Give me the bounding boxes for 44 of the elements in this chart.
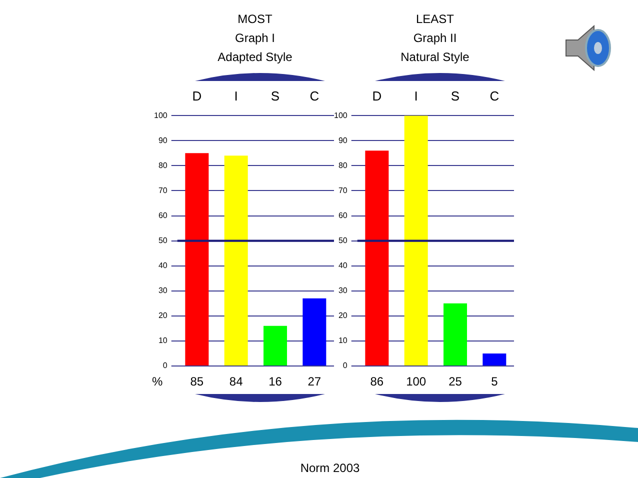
x-tick-label: C bbox=[490, 88, 500, 104]
data-label: 84 bbox=[229, 374, 244, 388]
x-tick-label: S bbox=[270, 88, 280, 104]
data-label: 16 bbox=[268, 374, 282, 388]
y-tick-label: 70 bbox=[338, 186, 348, 195]
x-tick-label: I bbox=[414, 88, 418, 104]
x-tick-label: C bbox=[310, 88, 320, 104]
y-tick-label: 0 bbox=[342, 361, 348, 370]
text: Norm 2003 bbox=[299, 461, 361, 475]
chart-title: MOST bbox=[236, 11, 274, 28]
y-tick-label: 80 bbox=[158, 160, 168, 170]
y-tick-label: 60 bbox=[338, 210, 348, 220]
y-tick-label: 30 bbox=[338, 286, 348, 296]
y-tick-label: 40 bbox=[158, 261, 168, 270]
y-tick-label: 80 bbox=[338, 160, 348, 170]
chart-subtitle: Graph I Adapted Style bbox=[216, 30, 294, 66]
y-tick-label: 70 bbox=[158, 186, 168, 195]
y-tick-label: 50 bbox=[338, 236, 348, 246]
chart-subtitle: Graph II Natural Style bbox=[400, 30, 470, 66]
x-tick-label: D bbox=[372, 88, 382, 104]
y-tick-label: 20 bbox=[158, 311, 168, 320]
y-tick-label: 10 bbox=[158, 336, 168, 346]
chart-title: LEAST bbox=[414, 11, 455, 28]
y-tick-label: 50 bbox=[158, 236, 168, 246]
y-tick-label: 100 bbox=[154, 110, 168, 120]
y-tick-label: 90 bbox=[158, 136, 168, 145]
text: % bbox=[152, 374, 163, 388]
y-tick-label: 30 bbox=[158, 286, 168, 296]
y-tick-label: 40 bbox=[338, 261, 348, 270]
x-tick-label: S bbox=[450, 88, 460, 104]
data-label: 85 bbox=[190, 374, 204, 388]
y-tick-label: 60 bbox=[158, 210, 168, 220]
y-tick-label: 0 bbox=[162, 361, 168, 370]
y-tick-label: 10 bbox=[338, 336, 348, 346]
data-label: 25 bbox=[448, 374, 462, 388]
data-label: 86 bbox=[370, 374, 384, 388]
y-tick-label: 20 bbox=[338, 311, 348, 320]
y-tick-label: 100 bbox=[334, 110, 348, 120]
y-tick-label: 90 bbox=[338, 136, 348, 145]
data-label: 100 bbox=[406, 374, 426, 388]
data-label: 5 bbox=[491, 374, 498, 388]
x-tick-label: D bbox=[192, 88, 202, 104]
data-label: 27 bbox=[308, 374, 322, 388]
x-tick-label: I bbox=[234, 88, 238, 104]
